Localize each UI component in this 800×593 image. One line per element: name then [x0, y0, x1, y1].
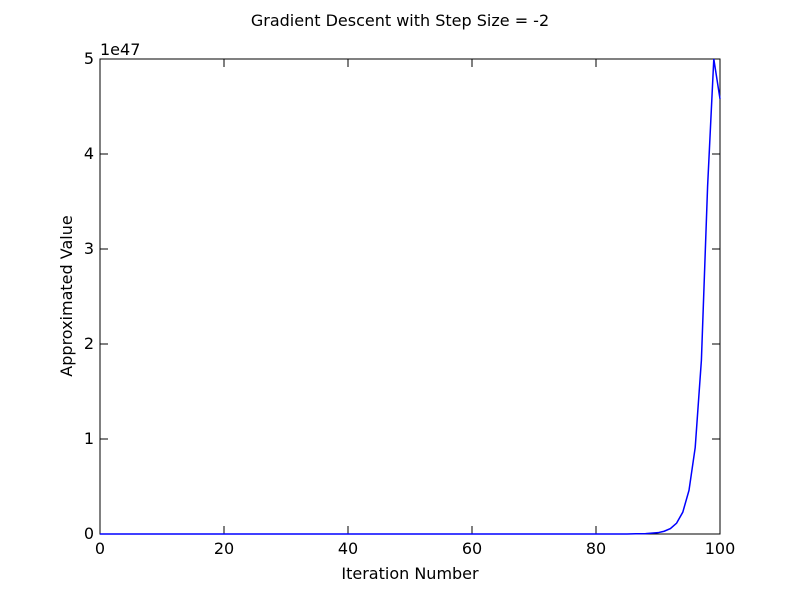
x-tick-label: 100 — [705, 539, 736, 558]
y-tick-label: 1 — [84, 429, 94, 448]
x-tick-label: 60 — [462, 539, 482, 558]
y-tick-label: 3 — [84, 239, 94, 258]
y-axis-offset-label: 1e47 — [100, 40, 140, 59]
y-axis-ticks: 0 1 2 3 4 5 — [84, 49, 720, 543]
x-tick-label: 80 — [586, 539, 606, 558]
chart-title: Gradient Descent with Step Size = -2 — [251, 11, 549, 30]
series-layer — [100, 58, 721, 535]
x-tick-label: 0 — [95, 539, 105, 558]
plot-area-frame — [99, 58, 721, 535]
x-axis-ticks: 0 20 40 60 80 100 — [95, 59, 735, 558]
x-tick-label: 40 — [338, 539, 358, 558]
y-tick-label: 5 — [84, 49, 94, 68]
y-tick-label: 2 — [84, 334, 94, 353]
y-tick-label: 0 — [84, 524, 94, 543]
y-axis-label: Approximated Value — [57, 215, 76, 376]
x-tick-label: 20 — [214, 539, 234, 558]
series-line-0 — [100, 58, 721, 535]
y-tick-label: 4 — [84, 144, 94, 163]
x-axis-label: Iteration Number — [341, 564, 479, 583]
